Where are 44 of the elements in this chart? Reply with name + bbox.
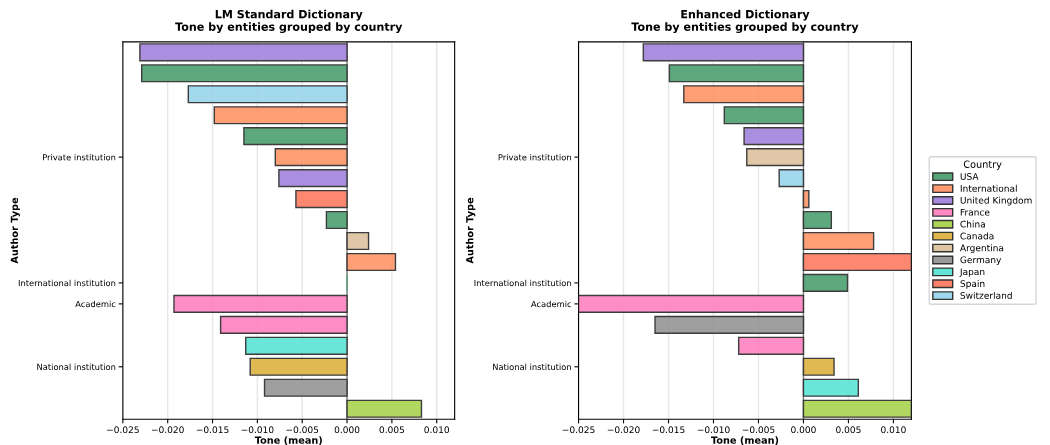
legend-label: China	[960, 220, 985, 228]
x-tick-label: −0.005	[286, 426, 319, 434]
legend-label: Germany	[960, 256, 1002, 265]
x-tick-label: 0.000	[334, 426, 360, 434]
legend-label: Canada	[960, 232, 994, 240]
legend-label: International	[960, 184, 1017, 192]
y-tick-label: Academic	[75, 300, 116, 308]
legend-label: Switzerland	[960, 291, 1012, 299]
legend-title: Country	[963, 160, 1002, 170]
legend-label: Spain	[960, 280, 985, 289]
y-tick-label: Academic	[530, 300, 572, 308]
chart-subtitle: Tone by entities grouped by country	[175, 22, 403, 34]
x-tick-label: −0.025	[107, 426, 139, 434]
x-tick-label: 0.005	[379, 426, 405, 434]
x-axis-title: Tone (mean)	[254, 436, 322, 445]
x-tick-label: −0.025	[562, 426, 595, 434]
legend-label: Japan	[959, 268, 985, 277]
y-tick-label: International institution	[18, 279, 116, 287]
x-tick-label: −0.020	[151, 426, 184, 434]
legend-label: United Kingdom	[960, 196, 1032, 206]
x-tick-label: 0.010	[881, 426, 906, 434]
y-tick-label: Private institution	[498, 153, 571, 161]
y-tick-label: Private institution	[42, 153, 116, 161]
x-tick-label: −0.015	[652, 426, 685, 434]
x-tick-label: −0.010	[697, 426, 730, 434]
y-tick-label: National institution	[493, 363, 571, 371]
legend-label: France	[960, 208, 990, 216]
chart-subtitle: Tone by entities grouped by country	[631, 22, 859, 34]
y-axis-title: Author Type	[465, 197, 476, 264]
x-tick-label: −0.010	[241, 426, 274, 434]
legend-label: Argentina	[959, 244, 1004, 254]
x-tick-label: 0.000	[791, 426, 816, 434]
chart-title: LM Standard Dictionary	[215, 9, 363, 21]
x-tick-label: −0.020	[607, 426, 640, 434]
y-axis-title: Author Type	[10, 197, 20, 264]
x-tick-label: −0.005	[742, 426, 775, 434]
legend-label: USA	[960, 173, 979, 180]
y-tick-label: National institution	[37, 363, 116, 371]
x-axis-title: Tone (mean)	[711, 436, 779, 445]
x-tick-label: −0.015	[196, 426, 229, 434]
x-tick-label: 0.010	[424, 426, 450, 434]
y-tick-label: International institution	[474, 279, 571, 287]
x-tick-label: 0.005	[836, 426, 861, 434]
chart-title: Enhanced Dictionary	[681, 9, 810, 21]
